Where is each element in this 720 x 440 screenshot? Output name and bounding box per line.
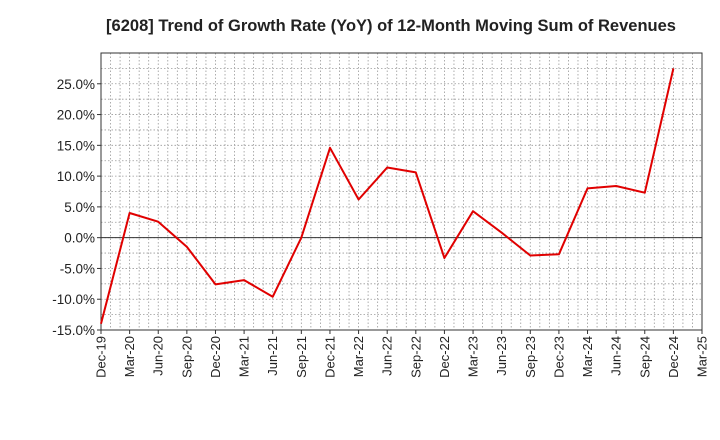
x-tick-label: Sep-20 xyxy=(179,336,194,378)
x-tick-label: Sep-23 xyxy=(523,336,538,378)
x-tick-label: Jun-20 xyxy=(151,336,166,376)
x-tick-label: Sep-24 xyxy=(637,336,652,378)
x-tick-label: Mar-23 xyxy=(466,336,481,377)
plot-frame xyxy=(100,52,703,331)
x-tick-label: Mar-24 xyxy=(580,336,595,377)
x-tick-label: Dec-20 xyxy=(208,336,223,378)
y-tick-label: 0.0% xyxy=(64,231,95,246)
x-tick-label: Mar-22 xyxy=(351,336,366,377)
axis-layer xyxy=(97,52,703,334)
chart-title: [6208] Trend of Growth Rate (YoY) of 12-… xyxy=(106,17,676,35)
y-tick-label: 20.0% xyxy=(57,108,95,123)
x-tick-label: Dec-21 xyxy=(322,336,337,378)
x-tick-label: Sep-22 xyxy=(408,336,423,378)
x-tick-labels: Dec-19 Mar-20 Jun-20 Sep-20 Dec-20 Mar-21 Jun-… xyxy=(94,336,710,378)
x-tick-label: Dec-22 xyxy=(437,336,452,378)
x-tick-label: Jun-22 xyxy=(380,336,395,376)
x-tick-label: Jun-21 xyxy=(265,336,280,376)
series-line xyxy=(100,68,675,325)
y-tick-label: 5.0% xyxy=(64,200,95,215)
x-tick-label: Mar-20 xyxy=(122,336,137,377)
x-tick-label: Jun-23 xyxy=(494,336,509,376)
y-tick-label: -10.0% xyxy=(52,292,95,307)
x-tick-label: Dec-24 xyxy=(666,336,681,378)
x-tick-label: Mar-25 xyxy=(695,336,710,377)
x-tick-label: Sep-21 xyxy=(294,336,309,378)
x-tick-label: Dec-23 xyxy=(551,336,566,378)
x-tick-label: Mar-21 xyxy=(237,336,252,377)
y-tick-label: 15.0% xyxy=(57,138,95,153)
x-tick-label: Dec-19 xyxy=(94,336,109,378)
y-tick-label: -5.0% xyxy=(60,261,95,276)
y-tick-labels: 25.0% 20.0% 15.0% 10.0% 5.0% 0.0% -5.0% -10.0% -… xyxy=(52,77,95,338)
y-tick-label: -15.0% xyxy=(52,323,95,338)
y-tick-label: 10.0% xyxy=(57,169,95,184)
x-tick-label: Jun-24 xyxy=(609,336,624,376)
series-layer xyxy=(100,68,675,325)
y-tick-label: 25.0% xyxy=(57,77,95,92)
grid-layer xyxy=(101,53,702,330)
